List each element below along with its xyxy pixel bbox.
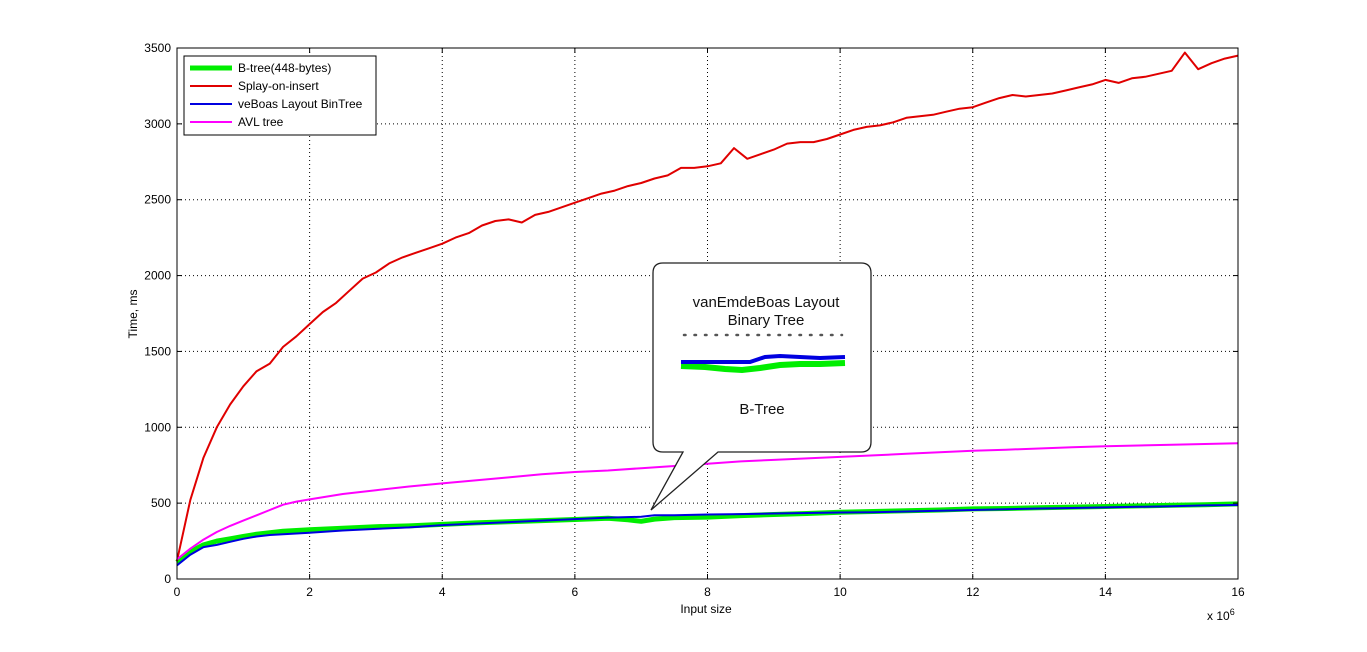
legend-label-2: veBoas Layout BinTree <box>238 97 363 111</box>
legend-items: B-tree(448-bytes) Splay-on-insert veBoas L… <box>190 61 363 129</box>
x-tick-label: 12 <box>966 585 980 599</box>
callout-label-btree: B-Tree <box>739 401 784 418</box>
x-tick-label: 0 <box>174 585 181 599</box>
x-tick-label: 16 <box>1231 585 1245 599</box>
callout-zoom-veb-line <box>681 353 846 364</box>
x-tick-label: 6 <box>572 585 579 599</box>
x-multiplier-exponent: 6 <box>1230 607 1235 617</box>
series-line-2 <box>176 504 1239 567</box>
series-layer <box>175 51 1239 567</box>
x-tick-label: 10 <box>833 585 847 599</box>
x-tick-label: 14 <box>1099 585 1113 599</box>
x-tick-label: 4 <box>439 585 446 599</box>
x-axis-label: Input size <box>680 602 732 616</box>
y-tick-label: 500 <box>151 496 171 510</box>
legend-label-3: AVL tree <box>238 115 284 129</box>
y-tick-label: 2500 <box>144 193 171 207</box>
callout-label-veb-line1: vanEmdeBoas Layout <box>693 294 841 311</box>
series-line-1 <box>176 51 1239 562</box>
legend-label-0: B-tree(448-bytes) <box>238 61 331 75</box>
x-tick-label: 2 <box>306 585 313 599</box>
y-tick-label: 3500 <box>144 41 171 55</box>
ticks: 0 2 4 6 8 10 12 14 16 0 500 1000 1500 2000 2500 3000 350… <box>144 41 1245 599</box>
y-tick-label: 2000 <box>144 269 171 283</box>
series-line-3 <box>176 442 1239 561</box>
callout-annotation: vanEmdeBoas Layout Binary Tree B-Tree <box>650 262 872 511</box>
x-tick-label: 8 <box>704 585 711 599</box>
callout-zoom-btree-line <box>680 360 846 374</box>
callout-label-veb-line2: Binary Tree <box>728 312 805 329</box>
y-tick-label: 1000 <box>144 420 171 434</box>
y-axis-label: Time, ms <box>126 290 140 339</box>
x-multiplier: x 106 <box>1207 607 1235 623</box>
callout-bubble <box>650 262 872 511</box>
y-tick-label: 1500 <box>144 344 171 358</box>
plot-area: 0 2 4 6 8 10 12 14 16 0 500 1000 1500 2000 2500 3000 350… <box>144 41 1245 599</box>
legend: B-tree(448-bytes) Splay-on-insert veBoas L… <box>183 55 377 136</box>
y-tick-label: 0 <box>164 572 171 586</box>
y-tick-label: 3000 <box>144 117 171 131</box>
legend-label-1: Splay-on-insert <box>238 79 319 93</box>
